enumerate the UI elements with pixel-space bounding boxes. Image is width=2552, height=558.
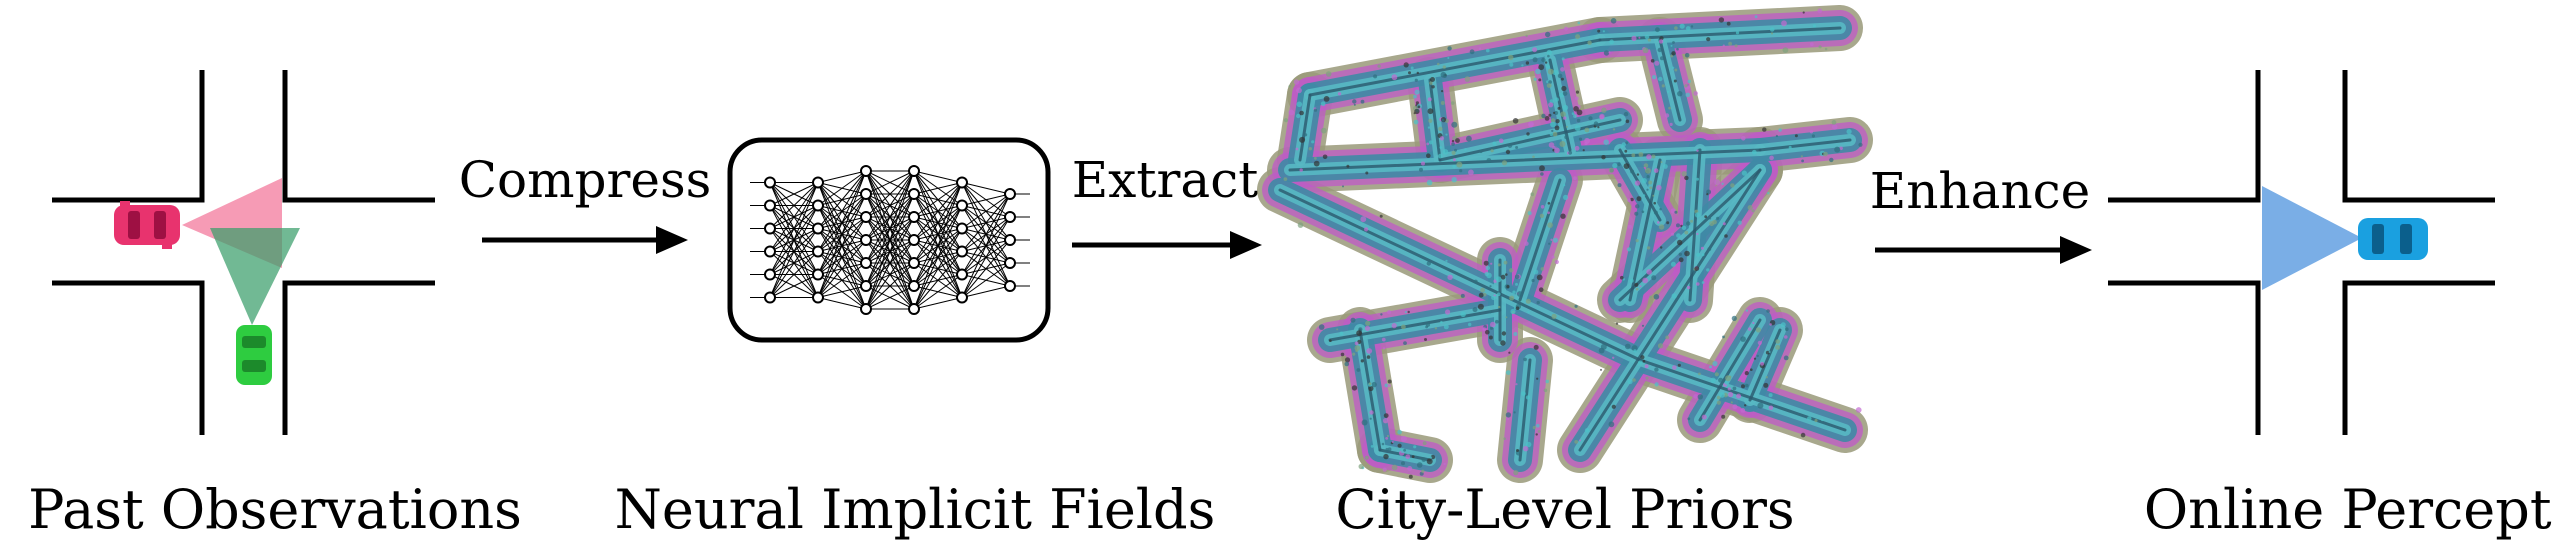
enhance-arrow: Enhance — [1870, 162, 2092, 264]
network-node — [764, 176, 776, 189]
network-node — [812, 222, 824, 235]
network-node — [1004, 234, 1016, 246]
network-node — [860, 165, 872, 177]
extract-arrow: Extract — [1072, 151, 1262, 259]
network-node — [1004, 280, 1016, 292]
blue-car-icon — [2358, 218, 2428, 260]
network-node — [764, 268, 776, 281]
caption-past-observations: Past Observations — [28, 478, 522, 541]
network-node — [860, 234, 872, 246]
caption-neural-implicit-fields: Neural Implicit Fields — [615, 478, 1216, 541]
green-car-icon — [236, 325, 272, 385]
caption-online-perception: Online Perception — [2144, 478, 2552, 541]
network-node — [908, 257, 920, 269]
network-node — [908, 234, 920, 246]
network-node — [860, 211, 872, 223]
extract-label: Extract — [1072, 151, 1259, 209]
network-node — [908, 165, 920, 177]
green-vision-cone — [210, 228, 300, 325]
network-node — [956, 222, 968, 235]
network-node — [956, 245, 968, 258]
network-node — [812, 199, 824, 212]
network-node — [812, 268, 824, 281]
network-node — [764, 222, 776, 235]
caption-city-level-priors: City-Level Priors — [1335, 478, 1794, 541]
city-point-cloud-map — [1257, 5, 1873, 483]
network-node — [908, 211, 920, 223]
network-node — [812, 176, 824, 189]
neural-network-icon — [750, 165, 1030, 315]
network-node — [1004, 188, 1016, 200]
network-node — [764, 291, 776, 304]
network-node — [908, 188, 920, 200]
network-node — [956, 291, 968, 304]
network-node — [1004, 211, 1016, 223]
network-node — [860, 303, 872, 315]
network-node — [908, 303, 920, 315]
neural-implicit-fields-panel: Neural Implicit Fields — [615, 137, 1216, 541]
network-node — [860, 280, 872, 292]
blue-vision-cone — [2262, 186, 2362, 290]
network-node — [860, 188, 872, 200]
network-node — [812, 245, 824, 258]
network-node — [764, 245, 776, 258]
intersection-roads — [2108, 70, 2495, 435]
network-node — [908, 280, 920, 292]
compress-label: Compress — [459, 151, 712, 209]
intersection-roads — [52, 70, 435, 435]
network-node — [956, 268, 968, 281]
network-node — [956, 199, 968, 212]
network-node — [860, 257, 872, 269]
road-network-reconstruction — [1257, 5, 1873, 483]
network-node — [1004, 257, 1016, 269]
network-node — [956, 176, 968, 189]
enhance-label: Enhance — [1870, 162, 2091, 220]
online-perception-panel: Online Perception — [2108, 70, 2552, 541]
compress-arrow: Compress — [459, 151, 712, 254]
network-node — [764, 199, 776, 212]
pink-car-icon — [114, 201, 180, 249]
city-level-priors-panel: City-Level Priors — [1257, 5, 1873, 541]
network-node — [812, 291, 824, 304]
past-observations-panel: Past Observations — [28, 70, 522, 541]
